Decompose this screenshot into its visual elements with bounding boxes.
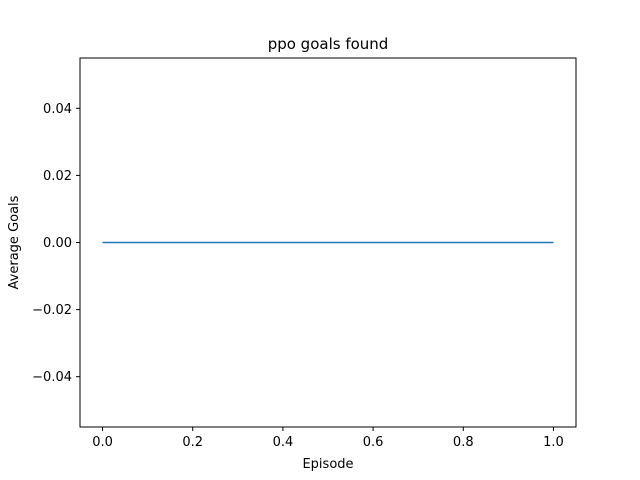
- y-tick-label: −0.02: [32, 303, 72, 318]
- y-axis-ticks: 0.04 0.02 0.00 −0.02 −0.04: [32, 102, 80, 385]
- y-tick-label: 0.00: [43, 236, 72, 251]
- y-tick-label: 0.04: [43, 102, 72, 117]
- x-tick-label: 0.8: [453, 435, 474, 450]
- x-tick-label: 0.2: [182, 435, 203, 450]
- y-axis-label: Average Goals: [7, 195, 22, 289]
- x-tick-label: 0.6: [363, 435, 384, 450]
- x-tick-label: 0.4: [273, 435, 294, 450]
- y-tick-label: 0.02: [43, 169, 72, 184]
- y-tick-label: −0.04: [32, 370, 72, 385]
- chart-title: ppo goals found: [268, 35, 389, 53]
- x-tick-label: 0.0: [92, 435, 113, 450]
- x-axis-label: Episode: [302, 457, 353, 472]
- x-tick-label: 1.0: [543, 435, 564, 450]
- x-axis-ticks: 0.0 0.2 0.4 0.6 0.8 1.0: [92, 427, 564, 450]
